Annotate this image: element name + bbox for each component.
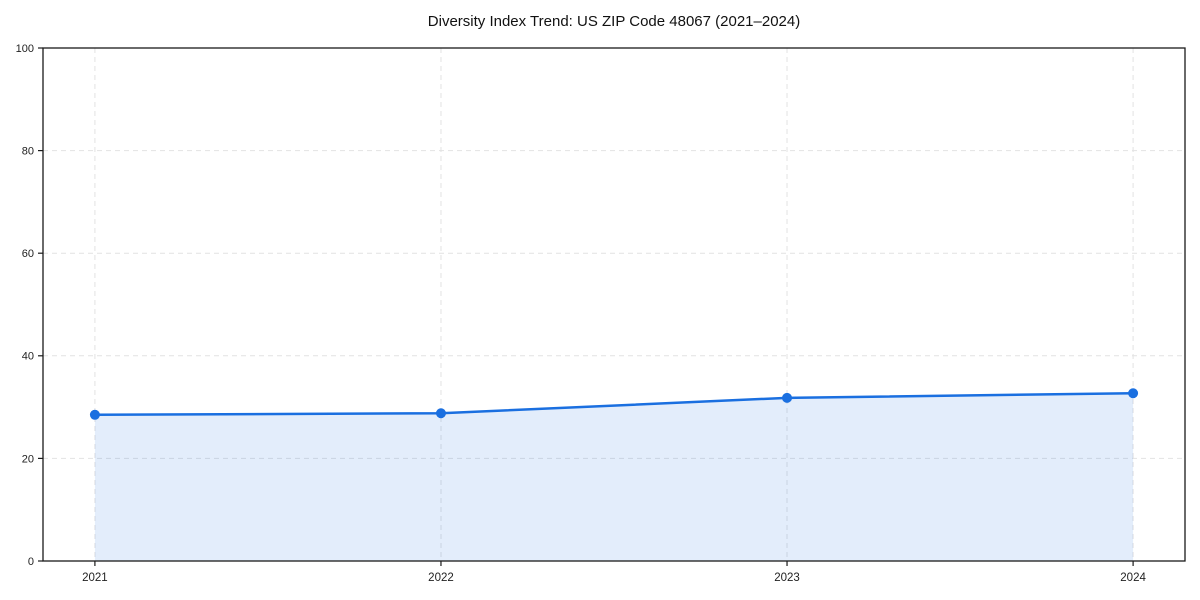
y-tick-label-0: 0 — [28, 556, 34, 568]
x-tick-label-2022: 2022 — [428, 572, 454, 584]
y-tick-label-100: 100 — [16, 43, 34, 55]
x-tick-label-2024: 2024 — [1120, 572, 1146, 584]
data-point-2022 — [435, 408, 446, 419]
y-tick-label-80: 80 — [22, 145, 34, 157]
x-tick-label-2023: 2023 — [774, 572, 800, 584]
x-tick-label-2021: 2021 — [82, 572, 108, 584]
data-point-2024 — [1128, 388, 1139, 399]
plot-border — [42, 47, 1186, 562]
y-tick-label-20: 20 — [22, 453, 34, 465]
data-point-2023 — [782, 392, 793, 403]
y-tick-label-40: 40 — [22, 351, 34, 363]
chart-title: Diversity Index Trend: US ZIP Code 48067… — [427, 13, 801, 30]
y-tick-label-60: 60 — [22, 248, 34, 260]
area-fill — [94, 393, 1134, 561]
trend-line — [93, 391, 1135, 417]
data-point-2021 — [89, 409, 100, 420]
